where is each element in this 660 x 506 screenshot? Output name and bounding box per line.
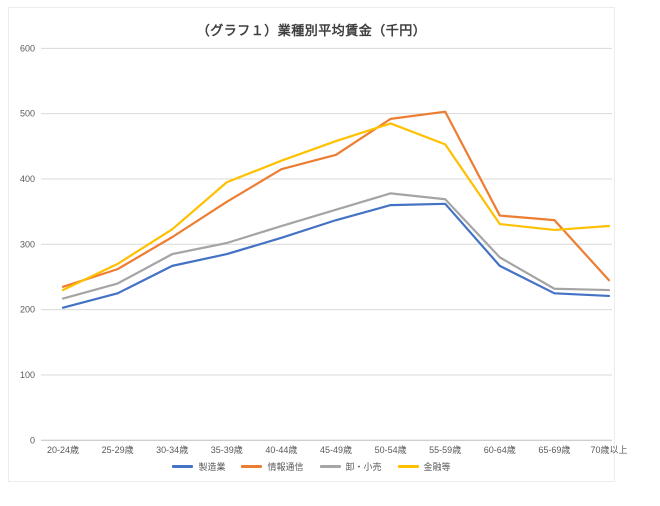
legend-line-swatch xyxy=(397,465,419,468)
legend-item: 金融等 xyxy=(397,460,451,473)
legend-label: 卸・小売 xyxy=(345,462,382,472)
legend-label: 金融等 xyxy=(423,462,451,472)
x-tick-label: 25-29歳 xyxy=(102,444,134,455)
chart-frame: （グラフ１）業種別平均賃金（千円） 0 100 200 300 400 500 600 20-… xyxy=(8,7,628,482)
legend-item: 製造業 xyxy=(172,460,225,473)
x-tick-label: 65-69歳 xyxy=(538,444,570,455)
x-tick-label: 55-59歳 xyxy=(429,444,461,455)
legend-label: 情報通信 xyxy=(267,462,304,472)
chart-title: （グラフ１）業種別平均賃金（千円） xyxy=(196,23,427,38)
x-tick-label: 60-64歳 xyxy=(484,444,516,455)
y-tick-label: 0 xyxy=(30,435,35,445)
y-tick-label: 100 xyxy=(20,370,35,380)
y-tick-label: 600 xyxy=(20,43,35,53)
y-tick-label: 200 xyxy=(20,305,35,315)
legend-item: 卸・小売 xyxy=(319,460,382,473)
x-tick-label: 70歳以上 xyxy=(590,444,627,455)
legend-line-swatch xyxy=(241,465,263,468)
x-tick-label: 30-34歳 xyxy=(156,444,188,455)
x-tick-label: 40-44歳 xyxy=(265,444,297,455)
x-tick-label: 50-54歳 xyxy=(375,444,407,455)
series-line-1 xyxy=(61,110,611,288)
series-line-2 xyxy=(61,192,611,300)
y-tick-label: 500 xyxy=(20,109,35,119)
plot-area: 0 100 200 300 400 500 600 20-24歳 25-29歳 30-34歳 35-… xyxy=(20,43,628,455)
y-tick-label: 300 xyxy=(20,239,35,249)
legend: 製造業 情報通信 卸・小売 金融等 xyxy=(9,460,614,473)
series-line-3 xyxy=(61,122,611,292)
x-tick-label: 35-39歳 xyxy=(211,444,243,455)
legend-line-swatch xyxy=(319,465,341,468)
legend-line-swatch xyxy=(172,465,194,468)
y-tick-label: 400 xyxy=(20,174,35,184)
legend-item: 情報通信 xyxy=(241,460,304,473)
x-tick-label: 20-24歳 xyxy=(47,444,79,455)
x-tick-label: 45-49歳 xyxy=(320,444,352,455)
legend-label: 製造業 xyxy=(198,462,226,472)
series-line-0 xyxy=(61,202,611,309)
